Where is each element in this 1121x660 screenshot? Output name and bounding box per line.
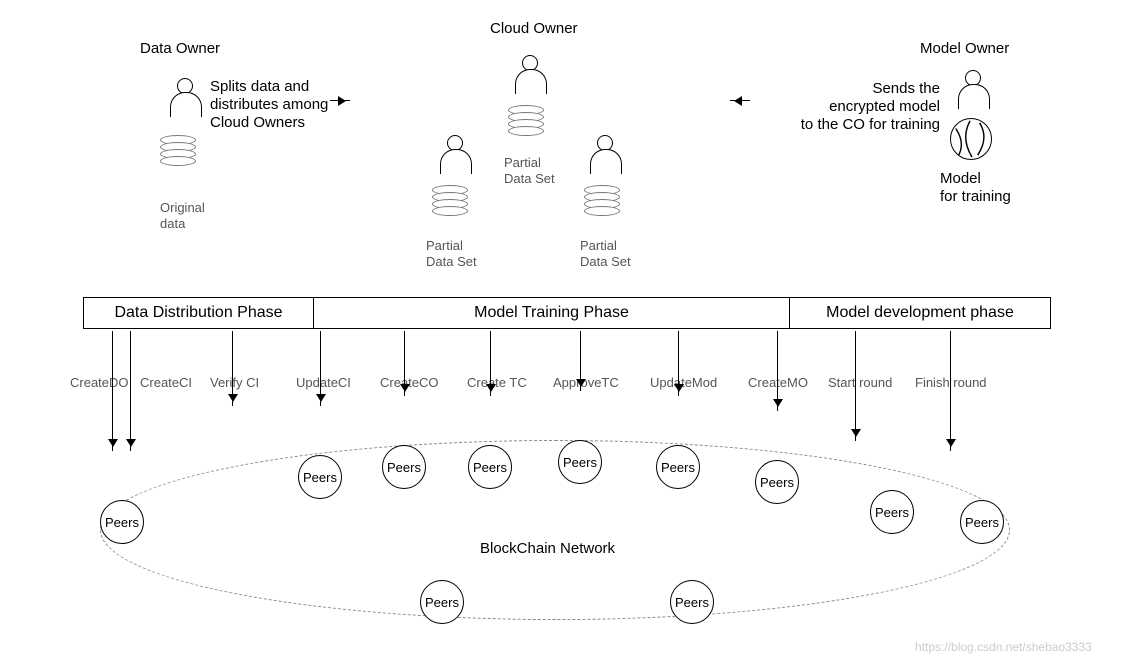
header-cloud-owner: Cloud Owner <box>490 20 578 38</box>
phase-model-dev: Model development phase <box>790 298 1050 328</box>
peer-node: Peers <box>960 500 1004 544</box>
header-model-owner: Model Owner <box>920 40 1009 58</box>
tx-arrow-icon <box>580 331 581 391</box>
blockchain-label: BlockChain Network <box>480 540 615 558</box>
caption-send-model: Sends the encrypted model to the CO for … <box>780 80 940 134</box>
tx-label: Create TC <box>467 375 527 391</box>
peer-node: Peers <box>468 445 512 489</box>
peer-node: Peers <box>382 445 426 489</box>
peer-node: Peers <box>298 455 342 499</box>
cylinder-cloud-right-icon <box>584 185 620 213</box>
tx-label: CreateDO <box>70 375 129 391</box>
phases-bar: Data Distribution Phase Model Training P… <box>83 297 1051 329</box>
peer-node: Peers <box>656 445 700 489</box>
phase-data-dist: Data Distribution Phase <box>84 298 314 328</box>
person-cloud-top-icon <box>515 55 545 95</box>
peer-node: Peers <box>420 580 464 624</box>
tx-arrow-icon <box>112 331 113 451</box>
caption-partial-left: PartialData Set <box>426 238 477 269</box>
header-data-owner: Data Owner <box>140 40 220 58</box>
blockchain-ellipse <box>100 440 1010 620</box>
tx-arrow-icon <box>678 331 679 396</box>
globe-model-icon <box>950 118 992 160</box>
peer-node: Peers <box>100 500 144 544</box>
peer-node: Peers <box>755 460 799 504</box>
cylinder-cloud-left-icon <box>432 185 468 213</box>
tx-label: CreateCI <box>140 375 192 391</box>
caption-original-data: Originaldata <box>160 200 205 231</box>
tx-label: Verify CI <box>210 375 259 391</box>
cylinder-cloud-top-icon <box>508 105 544 133</box>
tx-arrow-icon <box>490 331 491 396</box>
peer-node: Peers <box>670 580 714 624</box>
caption-split-data: Splits data and distributes among Cloud … <box>210 78 328 132</box>
tx-arrow-icon <box>777 331 778 411</box>
tx-arrow-icon <box>232 331 233 406</box>
peer-node: Peers <box>870 490 914 534</box>
caption-partial-top: PartialData Set <box>504 155 555 186</box>
tx-arrow-icon <box>404 331 405 396</box>
watermark: https://blog.csdn.net/shebao3333 <box>915 640 1092 654</box>
tx-arrow-icon <box>855 331 856 441</box>
arrow-split-icon <box>330 100 350 101</box>
person-cloud-right-icon <box>590 135 620 175</box>
person-data-owner-icon <box>170 78 200 118</box>
caption-partial-right: PartialData Set <box>580 238 631 269</box>
person-cloud-left-icon <box>440 135 470 175</box>
phase-model-train: Model Training Phase <box>314 298 790 328</box>
tx-arrow-icon <box>130 331 131 451</box>
arrow-model-icon <box>730 100 750 101</box>
caption-model-training: Modelfor training <box>940 170 1011 206</box>
tx-arrow-icon <box>320 331 321 406</box>
tx-arrow-icon <box>950 331 951 451</box>
peer-node: Peers <box>558 440 602 484</box>
person-model-owner-icon <box>958 70 988 110</box>
tx-label: Start round <box>828 375 892 391</box>
tx-label: UpdateCI <box>296 375 351 391</box>
cylinder-original-data-icon <box>160 135 196 163</box>
